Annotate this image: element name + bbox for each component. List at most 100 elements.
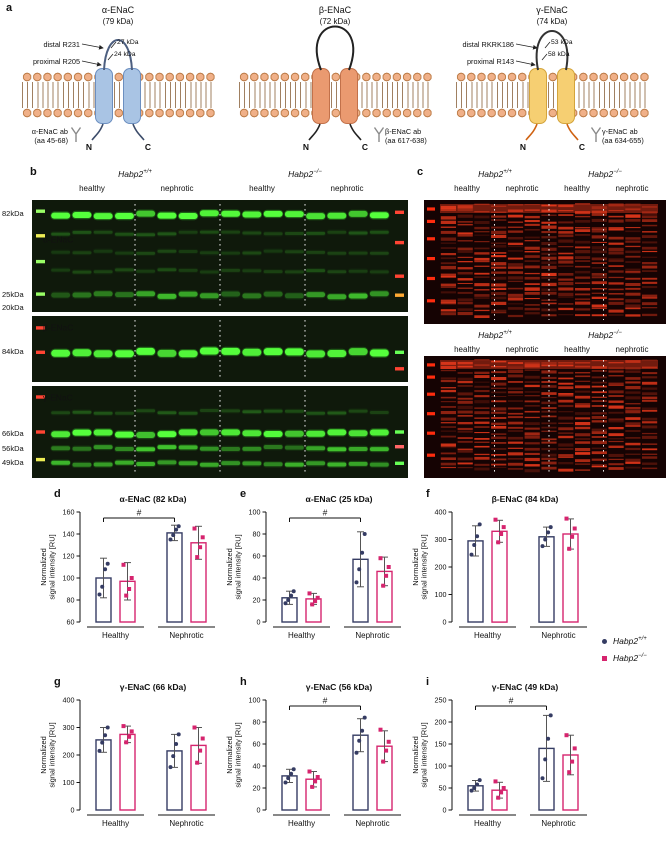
- diagram-title: γ-ENaC: [536, 5, 568, 15]
- svg-text:γ-ENaC: γ-ENaC: [43, 393, 73, 403]
- panel-label-g: g: [54, 676, 61, 688]
- svg-text:Normalized: Normalized: [40, 736, 48, 773]
- col-header-nephrotic: nephrotic: [615, 184, 649, 193]
- panel-g: γ-ENaC (66 kDa) 0 100 200 300 400 Normalized si…: [40, 676, 230, 848]
- marker-82kda: 82kDa: [2, 209, 24, 218]
- col-header-genotype-wt: Habp2+/+: [118, 169, 152, 179]
- svg-text:80: 80: [67, 596, 75, 605]
- panel-label-i: i: [426, 676, 430, 688]
- lipid-heads-bottom: [456, 108, 649, 118]
- col-header-healthy: healthy: [564, 184, 590, 193]
- antibody-label: γ-ENaC ab: [602, 127, 638, 136]
- legend-item-ko: Habp2−/−: [602, 653, 647, 663]
- fragment-tick-bottom: [107, 53, 114, 61]
- svg-text:signal intensity [RU]: signal intensity [RU]: [420, 722, 429, 787]
- legend-item-wt: Habp2+/+: [602, 636, 647, 646]
- svg-text:Nephrotic: Nephrotic: [355, 819, 389, 828]
- bar-chart-gamma-66kda: γ-ENaC (66 kDa) 0 100 200 300 400 Normalized si…: [40, 682, 215, 828]
- panel-label-c: c: [417, 166, 424, 178]
- bar-chart-alpha-82kda: α-ENaC (82 kDa) 60 80 100 120 140 160 Normalize…: [40, 494, 215, 640]
- extracellular-loop: [103, 39, 133, 71]
- c-terminus-tail: [349, 123, 362, 141]
- legend-label-wt: Habp2+/+: [613, 636, 647, 646]
- svg-text:40: 40: [253, 762, 261, 771]
- col-header-nephrotic: nephrotic: [330, 184, 364, 193]
- svg-text:γ-ENaC (66 kDa): γ-ENaC (66 kDa): [120, 682, 187, 692]
- svg-text:80: 80: [253, 718, 261, 727]
- panel-a-diagrams: α-ENaC (79 kDa) N C α-ENaC ab (aa 45-68)…: [16, 4, 655, 168]
- svg-text:signal intensity [RU]: signal intensity [RU]: [234, 722, 243, 787]
- col-header-nephrotic: nephrotic: [505, 345, 539, 354]
- fragment-tick-top: [110, 41, 117, 49]
- fragment-size-top: 53 kDa: [551, 39, 573, 46]
- svg-text:Normalized: Normalized: [40, 548, 48, 585]
- svg-text:250: 250: [435, 696, 447, 705]
- svg-text:150: 150: [435, 740, 447, 749]
- svg-text:100: 100: [249, 696, 261, 705]
- svg-text:40: 40: [253, 574, 261, 583]
- svg-text:Normalized: Normalized: [412, 548, 420, 585]
- n-terminus-tail: [525, 123, 538, 141]
- col-header-healthy: healthy: [564, 345, 590, 354]
- n-terminus-label: N: [520, 142, 526, 152]
- antibody-icon: [373, 127, 385, 142]
- lipid-heads-bottom: [239, 108, 432, 118]
- legend: Habp2+/+ Habp2−/−: [602, 636, 647, 670]
- svg-text:signal intensity [RU]: signal intensity [RU]: [420, 534, 429, 599]
- antibody-epitope: (aa 45-68): [34, 136, 68, 145]
- svg-text:400: 400: [435, 508, 447, 517]
- svg-text:100: 100: [63, 778, 75, 787]
- marker-84kda: 84kDa: [2, 347, 24, 356]
- svg-text:300: 300: [435, 535, 447, 544]
- svg-text:β-ENaC: β-ENaC: [43, 323, 73, 333]
- svg-text:80: 80: [253, 530, 261, 539]
- antibody-epitope: (aa 617-638): [385, 136, 427, 145]
- diagram-alpha-overlay: α-ENaC (79 kDa) N C α-ENaC ab (aa 45-68)…: [32, 5, 151, 152]
- fragment-size-top: 27 kDa: [117, 39, 139, 46]
- svg-text:Healthy: Healthy: [288, 631, 315, 640]
- proximal-arrow: [81, 60, 102, 67]
- fragment-size-bottom: 24 kDa: [114, 51, 136, 58]
- diagram-mw: (79 kDa): [103, 17, 134, 26]
- distal-arrow: [515, 43, 538, 50]
- ko-marker-square: [602, 655, 607, 661]
- panel-e: α-ENaC (25 kDa) 0 20 40 60 80 100 Normalized sig…: [226, 488, 416, 660]
- svg-text:140: 140: [63, 530, 75, 539]
- svg-text:signal intensity [RU]: signal intensity [RU]: [48, 722, 57, 787]
- svg-text:Nephrotic: Nephrotic: [169, 819, 203, 828]
- svg-text:Normalized: Normalized: [226, 736, 234, 773]
- svg-text:300: 300: [63, 723, 75, 732]
- col-header-genotype-wt: Habp2+/+: [478, 330, 512, 340]
- svg-text:α-ENaC: α-ENaC: [43, 235, 73, 245]
- svg-text:Nephrotic: Nephrotic: [355, 631, 389, 640]
- svg-text:#: #: [509, 696, 514, 706]
- svg-text:120: 120: [63, 552, 75, 561]
- antibody-label: β-ENaC ab: [385, 127, 421, 136]
- svg-text:0: 0: [71, 806, 75, 815]
- antibody-icon: [70, 127, 82, 142]
- marker-20kda: 20kDa: [2, 303, 24, 312]
- antibody-epitope: (aa 634-655): [602, 136, 644, 145]
- panel-label-b: b: [30, 166, 37, 178]
- svg-text:signal intensity [RU]: signal intensity [RU]: [48, 534, 57, 599]
- lipid-tails: [22, 82, 215, 108]
- svg-text:Healthy: Healthy: [288, 819, 315, 828]
- lipid-heads-top: [456, 72, 649, 82]
- svg-text:400: 400: [63, 696, 75, 705]
- bar-chart-gamma-49kda: γ-ENaC (49 kDa) 0 50 100 150 200 250 Normalized…: [412, 682, 587, 828]
- svg-text:γ-ENaC (56 kDa): γ-ENaC (56 kDa): [306, 682, 373, 692]
- diagram-mw: (72 kDa): [320, 17, 351, 26]
- svg-text:0: 0: [443, 806, 447, 815]
- col-header-nephrotic: nephrotic: [505, 184, 539, 193]
- svg-text:0: 0: [257, 806, 261, 815]
- svg-text:#: #: [323, 696, 328, 706]
- diagram-title: β-ENaC: [319, 5, 352, 15]
- panel-d: α-ENaC (82 kDa) 60 80 100 120 140 160 Normalize…: [40, 488, 230, 660]
- n-terminus-label: N: [86, 142, 92, 152]
- n-terminus-tail: [308, 123, 321, 141]
- svg-text:100: 100: [435, 590, 447, 599]
- svg-text:Healthy: Healthy: [102, 631, 129, 640]
- svg-text:160: 160: [63, 508, 75, 517]
- svg-text:60: 60: [67, 618, 75, 627]
